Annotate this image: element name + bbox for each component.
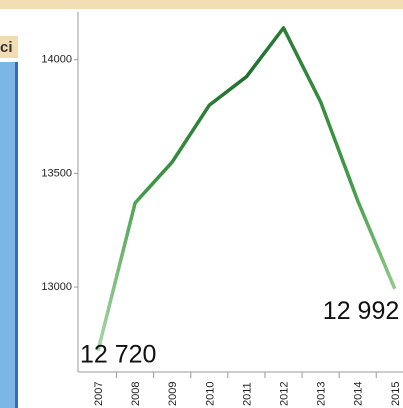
side-panel xyxy=(0,62,15,408)
panel-tab xyxy=(0,36,18,58)
panel-label: ci xyxy=(0,39,13,56)
value-label: 12 992 xyxy=(323,297,399,325)
x-tick-label: 2015 xyxy=(390,382,402,406)
x-tick-label: 2011 xyxy=(241,382,253,406)
line xyxy=(96,26,397,352)
x-tick-label: 2009 xyxy=(167,382,179,406)
top-bar xyxy=(0,0,403,9)
x-tick-label: 2013 xyxy=(316,382,328,406)
y-tick-label: 13500 xyxy=(41,167,72,179)
y-tick-label: 14000 xyxy=(41,54,72,66)
x-tick-label: 2008 xyxy=(130,382,142,406)
y-tick-label: 13000 xyxy=(41,281,72,293)
x-tick-label: 2012 xyxy=(279,382,291,406)
value-label: 12 720 xyxy=(80,341,156,369)
x-tick-label: 2010 xyxy=(204,382,216,406)
x-tick-label: 2007 xyxy=(93,382,105,406)
side-panel-edge xyxy=(15,62,18,408)
x-tick-label: 2014 xyxy=(353,382,365,406)
